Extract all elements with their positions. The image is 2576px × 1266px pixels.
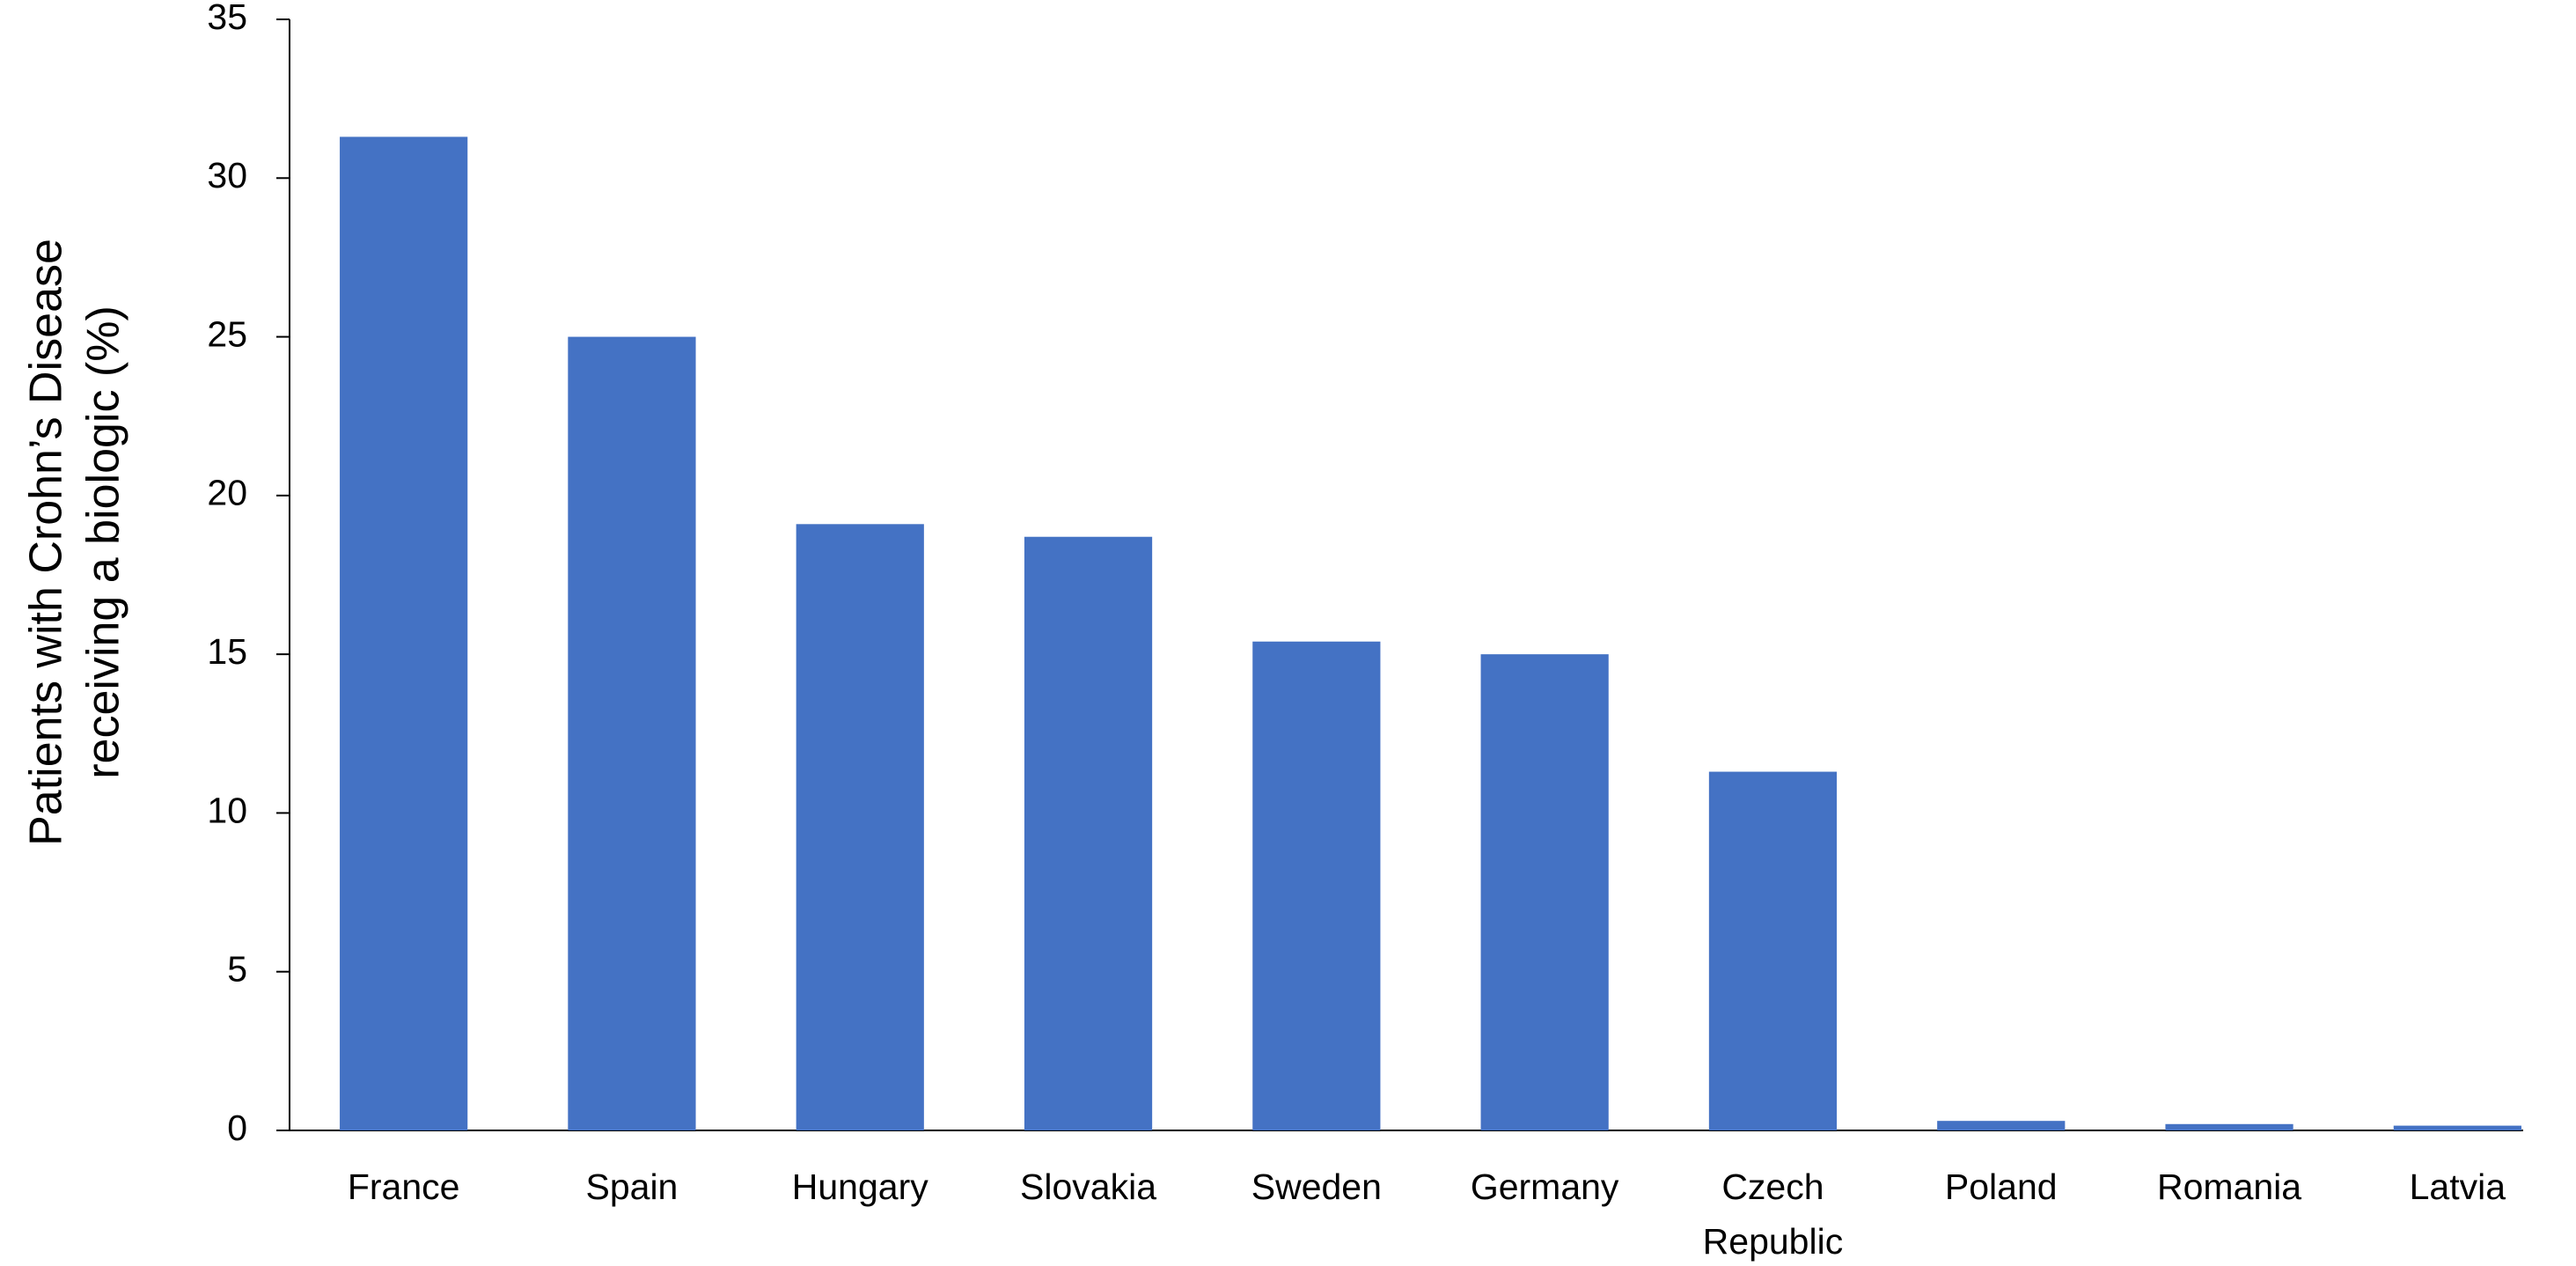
x-tick-label: Germany xyxy=(1470,1167,1619,1207)
y-tick-label: 15 xyxy=(207,631,247,672)
x-tick-label: Hungary xyxy=(791,1167,928,1207)
x-tick-label: Czech Republic xyxy=(1702,1167,1844,1262)
bar xyxy=(2393,1125,2521,1130)
x-tick-label: Sweden xyxy=(1251,1167,1382,1207)
bar xyxy=(1252,641,1381,1130)
y-tick-label: 5 xyxy=(227,949,247,990)
x-tick-label: Spain xyxy=(585,1167,679,1207)
bar xyxy=(1708,771,1838,1130)
y-tick-label: 25 xyxy=(207,313,247,354)
y-tick-label: 0 xyxy=(227,1108,247,1148)
y-tick-label: 35 xyxy=(207,0,247,37)
bar xyxy=(1480,654,1609,1130)
x-tick-label: Poland xyxy=(1944,1167,2058,1207)
x-tick-label: France xyxy=(347,1167,460,1207)
bar xyxy=(796,524,924,1130)
bar xyxy=(340,136,468,1131)
y-tick-label: 10 xyxy=(207,790,247,830)
x-tick-label: Romania xyxy=(2157,1167,2302,1207)
y-tick-label: 30 xyxy=(207,155,247,195)
x-tick-label: Slovakia xyxy=(1020,1167,1157,1207)
bar xyxy=(2165,1123,2293,1130)
y-axis-label: receiving a biologic (%) xyxy=(78,305,129,779)
bar xyxy=(1937,1121,2066,1130)
y-axis-label: Patients with Crohn’s Disease xyxy=(21,239,72,846)
bar xyxy=(1024,536,1153,1130)
bar xyxy=(568,336,696,1131)
y-tick-label: 20 xyxy=(207,473,247,513)
x-tick-label: Latvia xyxy=(2409,1167,2506,1207)
